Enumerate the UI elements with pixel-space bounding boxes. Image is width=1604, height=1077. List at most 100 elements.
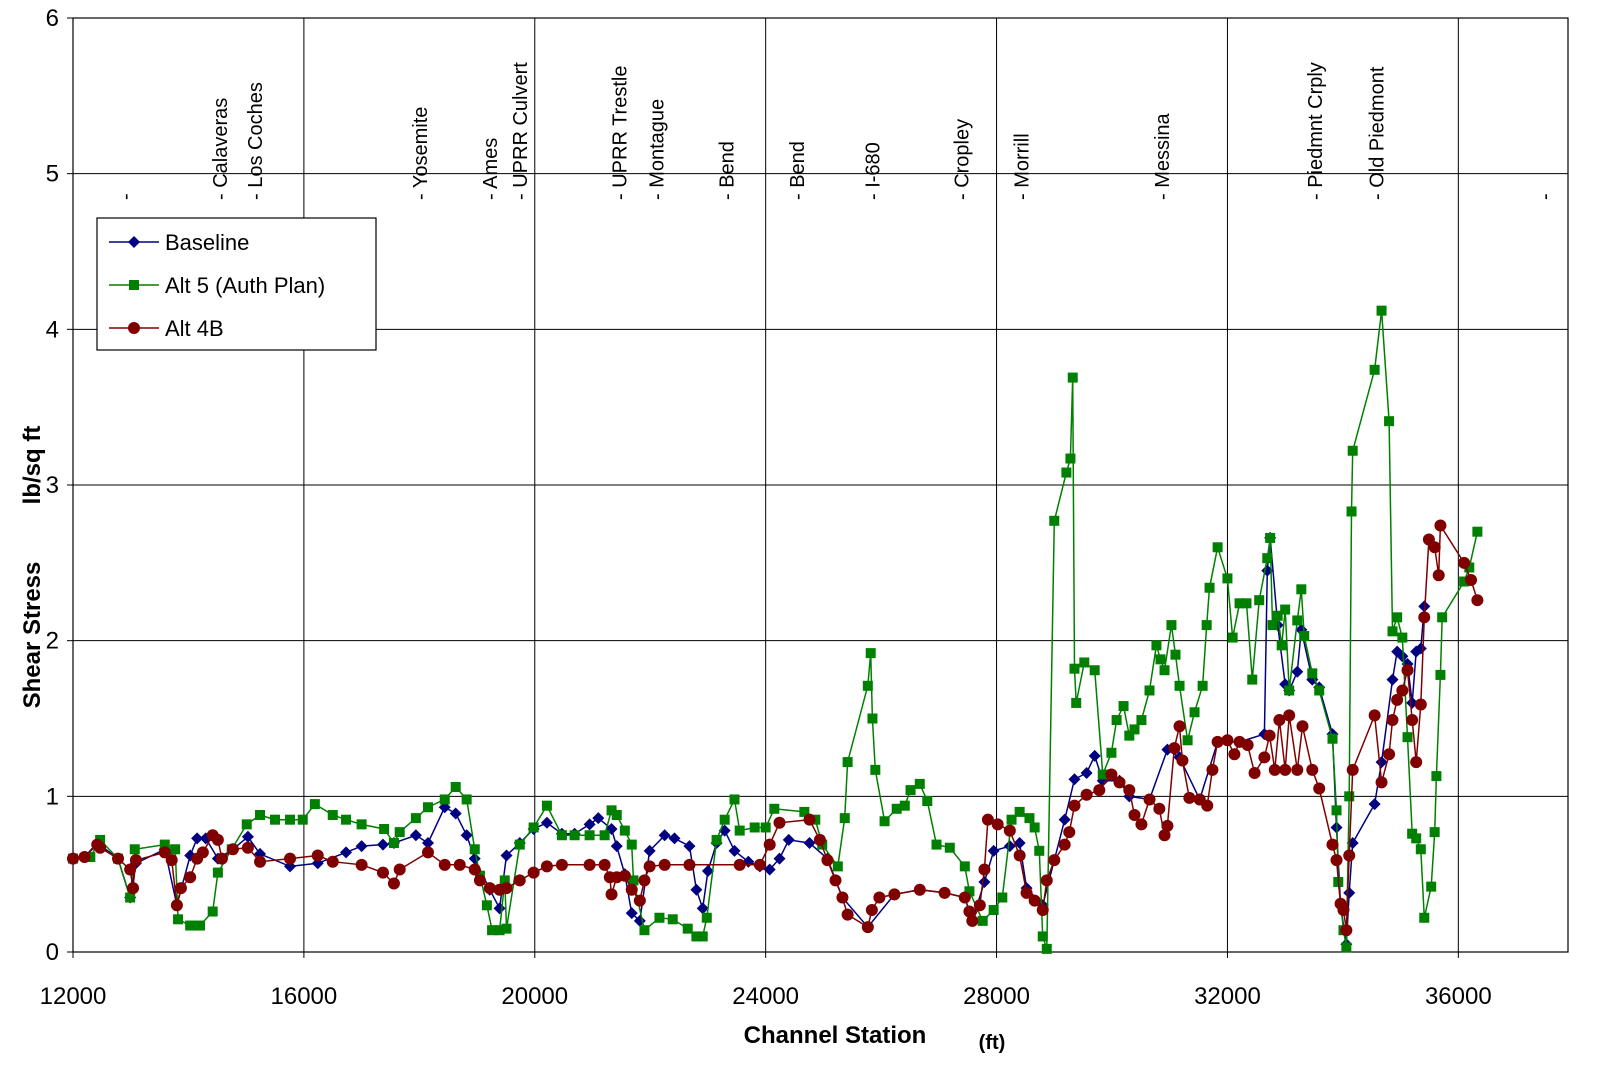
point	[1089, 665, 1100, 676]
point	[839, 813, 850, 824]
point	[379, 824, 390, 835]
station-label: - Messina	[1152, 112, 1174, 200]
point	[1273, 714, 1286, 727]
point	[1306, 763, 1319, 776]
point	[870, 764, 881, 775]
point	[461, 794, 472, 805]
point	[285, 814, 296, 825]
point	[922, 796, 933, 807]
point	[1283, 709, 1296, 722]
legend-marker	[128, 236, 140, 248]
point	[1343, 849, 1356, 862]
point	[1392, 612, 1403, 623]
point	[514, 839, 525, 850]
point	[270, 814, 281, 825]
point	[185, 920, 196, 931]
point	[978, 875, 991, 888]
point	[1079, 657, 1090, 668]
point	[1268, 763, 1281, 776]
point	[355, 840, 368, 853]
point	[460, 829, 473, 842]
point	[691, 931, 702, 942]
point	[1168, 742, 1181, 755]
point	[311, 849, 324, 862]
point	[1267, 620, 1278, 631]
point	[987, 844, 1000, 857]
x-tick-label: 16000	[271, 983, 338, 1010]
point	[1291, 665, 1304, 678]
point	[1459, 576, 1470, 587]
point	[124, 863, 137, 876]
point	[862, 680, 873, 691]
point	[861, 921, 874, 934]
point	[1429, 827, 1440, 838]
point	[1330, 854, 1343, 867]
point	[1135, 818, 1148, 831]
point	[1241, 738, 1254, 751]
point	[1014, 806, 1025, 817]
point	[773, 816, 786, 829]
x-axis-label: Channel Station	[744, 1022, 927, 1049]
x-tick-label: 12000	[40, 983, 107, 1010]
point	[1003, 840, 1016, 853]
point	[760, 822, 771, 833]
point	[1263, 729, 1276, 742]
point	[481, 900, 492, 911]
point	[388, 838, 399, 849]
point	[1003, 824, 1016, 837]
point	[1386, 714, 1399, 727]
point	[438, 858, 451, 871]
point	[555, 858, 568, 871]
point	[836, 891, 849, 904]
point	[1040, 874, 1053, 887]
point	[184, 871, 197, 884]
point	[1211, 735, 1224, 748]
point	[1061, 467, 1072, 478]
point	[500, 882, 513, 895]
legend-marker	[128, 322, 140, 334]
point	[1341, 942, 1352, 953]
point	[753, 858, 766, 871]
point	[654, 912, 665, 923]
point	[583, 858, 596, 871]
station-label: - UPRR Culvert	[510, 62, 532, 200]
point	[981, 813, 994, 826]
point	[1292, 615, 1303, 626]
point	[1036, 903, 1049, 916]
station-label: - Bend	[787, 141, 809, 200]
point	[931, 839, 942, 850]
station-label: - Morrill	[1011, 133, 1033, 200]
point	[891, 803, 902, 814]
point	[619, 825, 630, 836]
legend: Baseline Alt 5 (Auth Plan) Alt 4B	[96, 217, 377, 351]
point	[326, 855, 339, 868]
point	[1153, 802, 1166, 815]
point	[1406, 714, 1419, 727]
station-label: - Old Piedmont	[1366, 66, 1388, 200]
point	[173, 914, 184, 925]
point	[1418, 611, 1431, 624]
point	[1343, 886, 1356, 899]
point	[865, 648, 876, 659]
point	[1432, 569, 1445, 582]
point	[1065, 453, 1076, 464]
point	[1234, 598, 1245, 609]
point	[1029, 822, 1040, 833]
point	[1136, 715, 1147, 726]
point	[1228, 748, 1241, 761]
point	[733, 858, 746, 871]
point	[226, 843, 239, 856]
point	[1307, 668, 1318, 679]
point	[1080, 766, 1093, 779]
point	[973, 899, 986, 912]
point	[1397, 632, 1408, 643]
y-tick-label: 0	[46, 939, 59, 966]
point	[211, 833, 224, 846]
point	[1337, 903, 1350, 916]
point	[1369, 364, 1380, 375]
point	[813, 833, 826, 846]
station-label: - Montague	[647, 99, 669, 200]
series	[67, 519, 1484, 937]
point	[254, 855, 267, 868]
point	[127, 882, 140, 895]
